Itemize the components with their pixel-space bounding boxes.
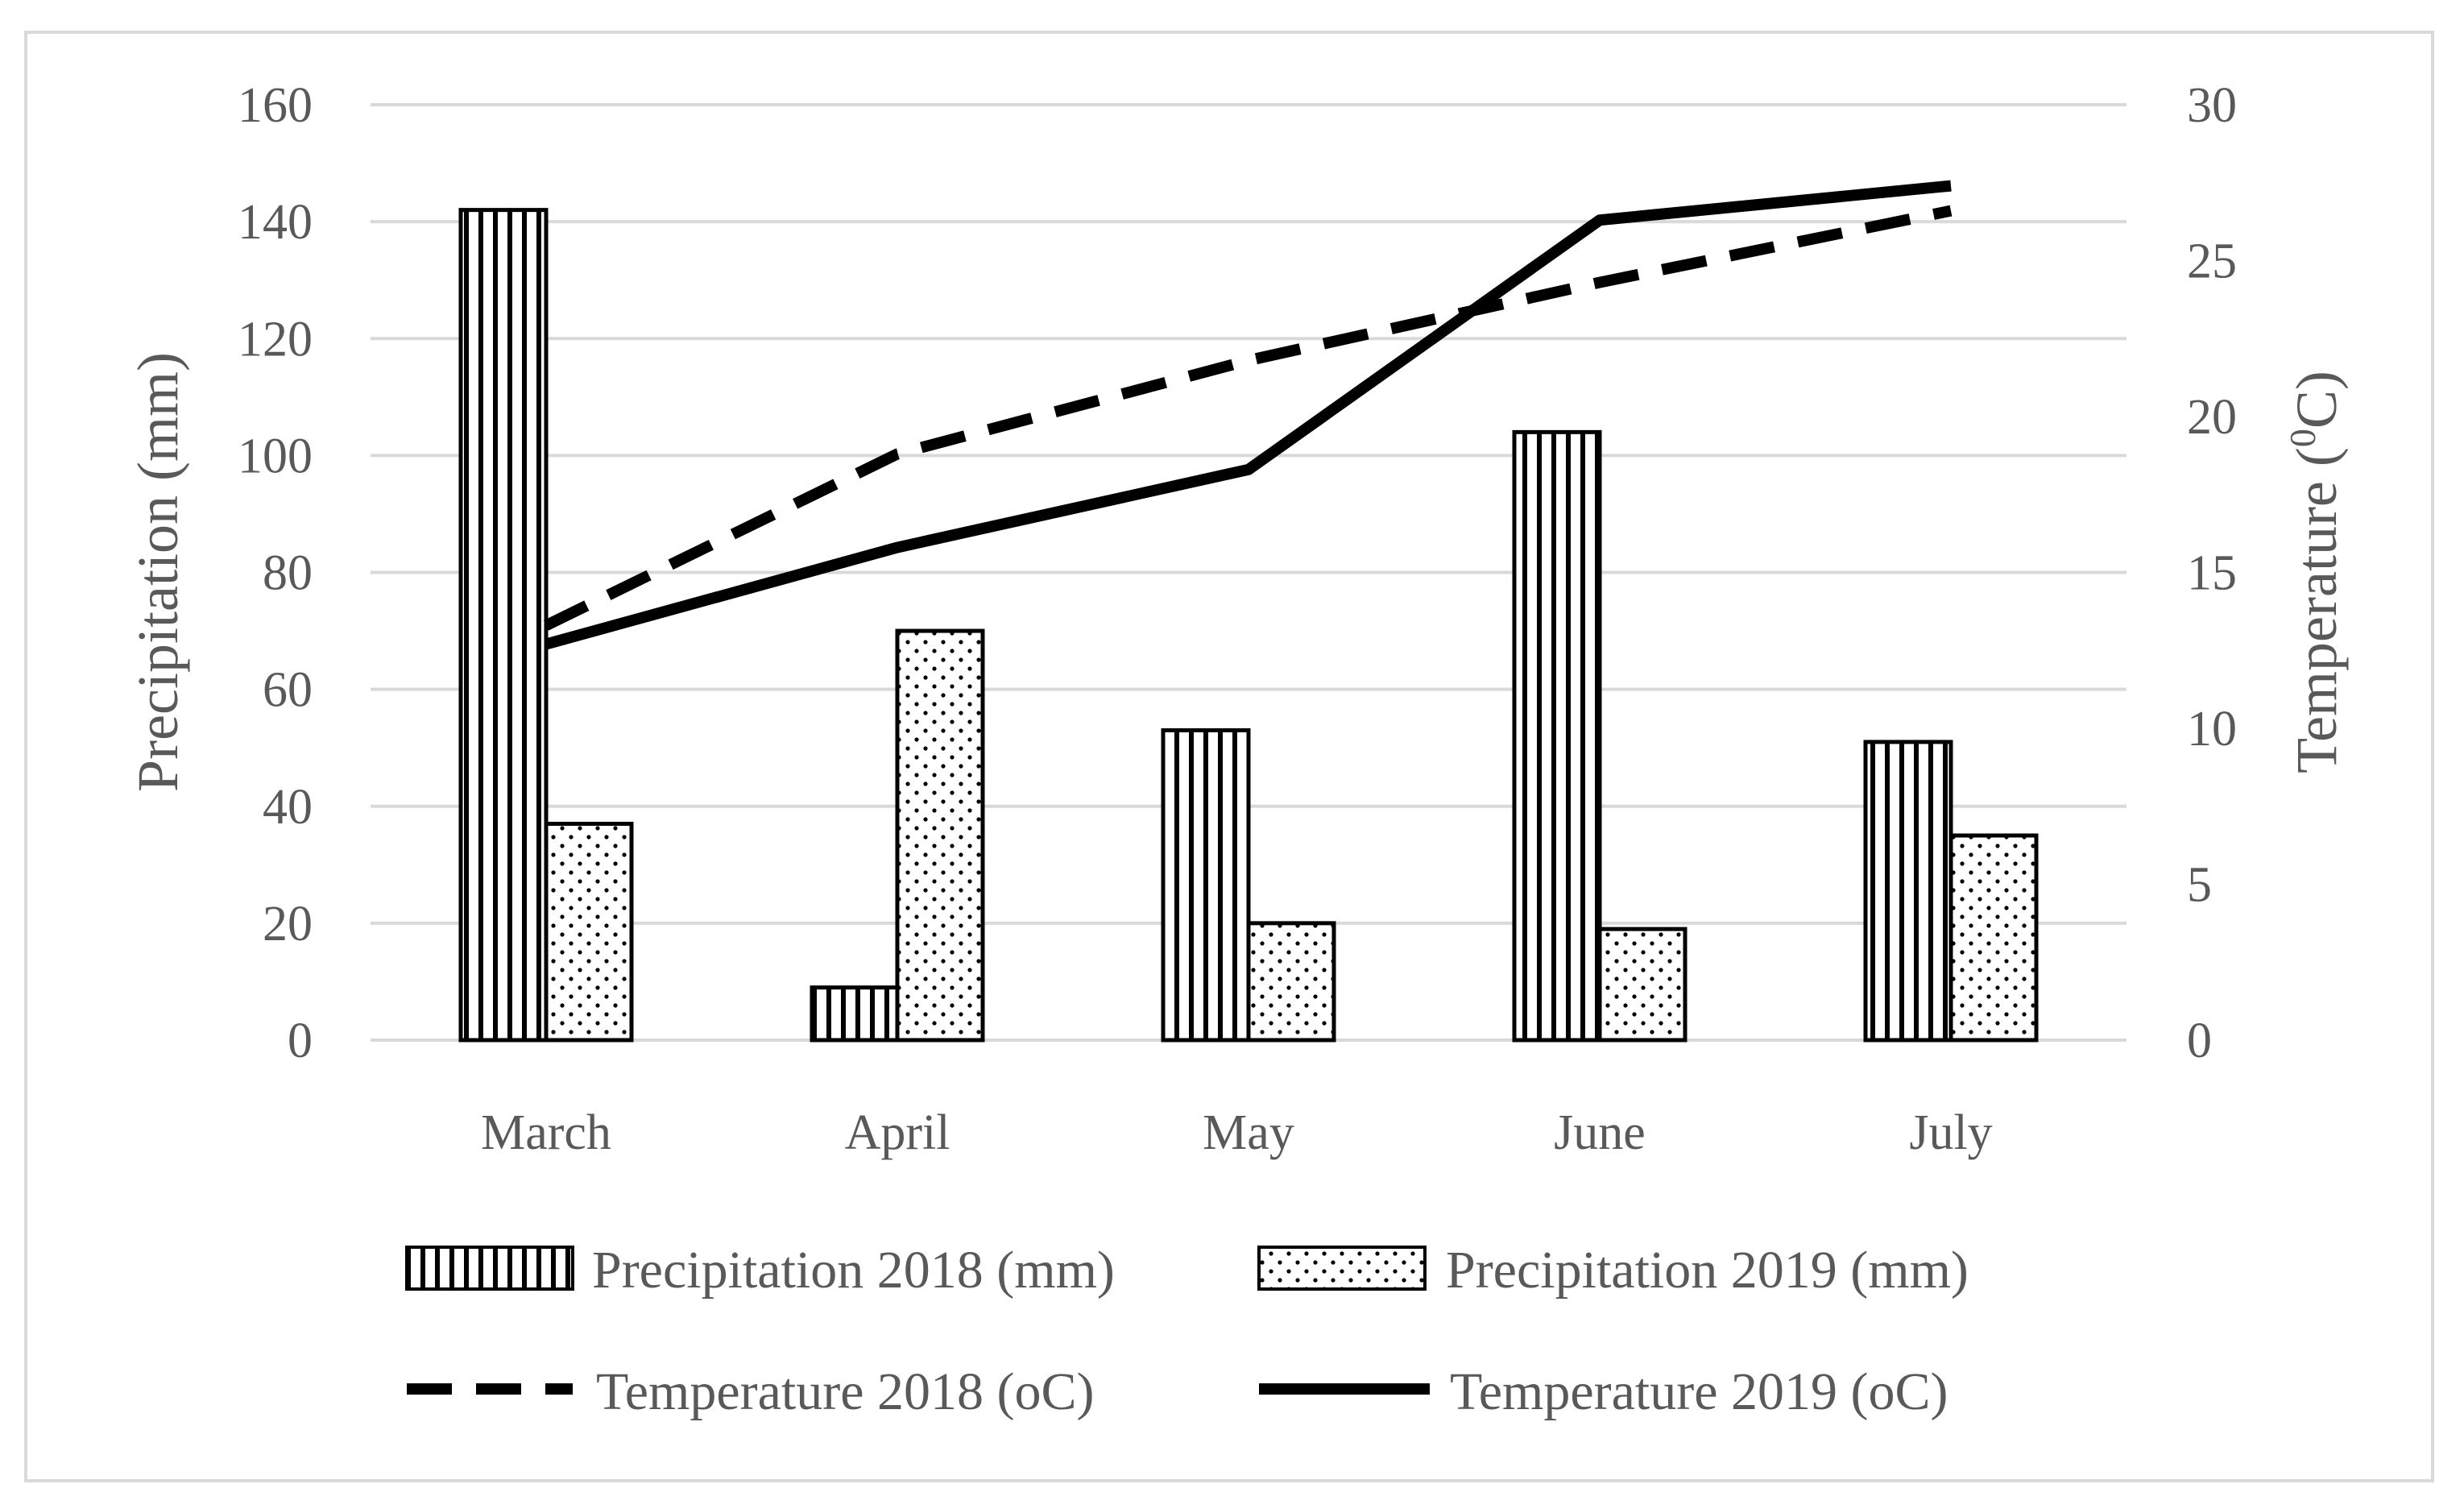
x-tick-label: April [845,1105,950,1160]
left-tick-label: 120 [238,312,313,367]
line-temp-2018 [543,205,1953,631]
bar-precip-2018 [458,208,549,1043]
right-tick-label: 30 [2187,78,2237,133]
legend: Precipitation 2018 (mm) Precipitation 20… [405,1241,1969,1421]
bars [458,208,2039,1043]
right-tick-label: 20 [2187,390,2237,445]
bar-precip-2019 [1246,921,1336,1043]
x-tick-label: June [1554,1105,1646,1160]
bar-precip-2019 [1948,833,2039,1043]
line-temp-2019 [545,180,1952,650]
bar-precip-2018 [1161,728,1251,1043]
left-tick-label: 20 [263,897,313,951]
right-tick-label: 25 [2187,234,2237,289]
legend-swatch-precip-2019 [1257,1246,1427,1291]
left-axis-ticks: 0 20 40 60 80 100 120 140 160 [238,78,313,1068]
right-tick-label: 5 [2187,858,2212,913]
right-tick-label: 0 [2187,1014,2212,1068]
legend-label-temp-2019: Temperature 2019 (oC) [1450,1362,1948,1421]
left-tick-label: 140 [238,195,313,250]
bar-precip-2019 [895,628,985,1043]
x-axis-ticks: March April May June July [481,1105,1993,1160]
gridlines [371,103,2126,1042]
right-tick-label: 10 [2187,702,2237,757]
temperature-lines [543,180,1953,650]
x-tick-label: May [1203,1105,1294,1160]
legend-label-precip-2019: Precipitation 2019 (mm) [1446,1241,1969,1300]
left-tick-label: 40 [263,780,313,835]
right-axis-title-main: Temperature ( [2284,447,2349,773]
legend-swatch-precip-2018 [405,1246,574,1291]
right-axis-title: Temperature (0C) [2282,371,2349,773]
left-tick-label: 100 [238,429,313,483]
right-axis-title-end: C) [2284,371,2349,429]
left-tick-label: 80 [263,546,313,601]
bar-precip-2018 [810,985,900,1043]
legend-label-precip-2018: Precipitation 2018 (mm) [592,1241,1115,1300]
bar-precip-2019 [544,822,634,1043]
right-axis-ticks: 0 5 10 15 20 25 30 [2187,78,2237,1068]
bar-precip-2019 [1597,927,1688,1043]
x-tick-label: July [1909,1105,1992,1160]
left-tick-label: 0 [288,1014,313,1068]
left-axis-title: Precipitation (mm) [126,352,190,792]
x-tick-label: March [481,1105,611,1160]
right-axis-title-superscript: 0 [2282,429,2323,447]
left-tick-label: 60 [263,663,313,718]
left-tick-label: 160 [238,78,313,133]
bar-precip-2018 [1863,740,1953,1043]
legend-label-temp-2018: Temperature 2018 (oC) [596,1362,1095,1421]
bar-precip-2018 [1512,429,1602,1043]
right-tick-label: 15 [2187,546,2237,601]
